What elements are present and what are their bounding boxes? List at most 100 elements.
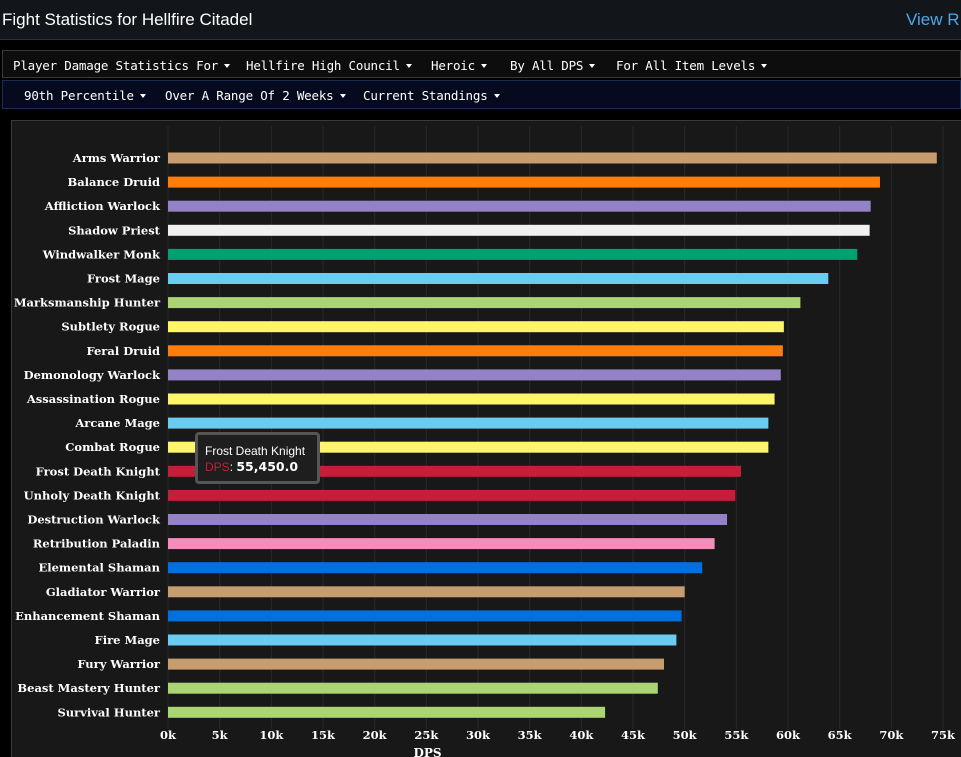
tooltip-row: DPS: 55,450.0 [205, 459, 299, 474]
x-tick-label: 45k [621, 728, 646, 742]
bar[interactable] [168, 634, 677, 646]
x-tick-label: 20k [363, 728, 388, 742]
filter-label: 90th Percentile [24, 88, 134, 103]
view-rankings-link[interactable]: View R [906, 10, 960, 29]
x-axis-title: DPS [413, 746, 441, 757]
caret-down-icon [480, 63, 487, 68]
x-tick-label: 60k [776, 728, 801, 742]
category-label: Enhancement Shaman [15, 609, 161, 623]
category-label: Frost Mage [87, 272, 160, 286]
bar[interactable] [168, 441, 769, 453]
x-tick-label: 15k [311, 728, 336, 742]
category-label: Frost Death Knight [36, 464, 161, 478]
bar[interactable] [168, 393, 775, 405]
caret-down-icon [761, 63, 768, 68]
category-labels: Arms Warrior Balance Druid Affliction Warl… [14, 151, 161, 719]
category-label: Gladiator Warrior [46, 585, 161, 599]
filter-encounter[interactable]: Hellfire High Council [246, 58, 412, 73]
bar[interactable] [168, 369, 781, 381]
bar[interactable] [168, 514, 728, 525]
bar[interactable] [168, 465, 741, 477]
caret-down-icon [139, 93, 146, 98]
page-title: Fight Statistics for Hellfire Citadel [2, 10, 253, 29]
x-tick-label: 10k [259, 728, 284, 742]
x-tick-label: 75k [931, 728, 956, 742]
bar[interactable] [168, 538, 715, 550]
category-label: Unholy Death Knight [24, 488, 161, 502]
category-label: Elemental Shaman [38, 561, 160, 575]
filter-dps-type[interactable]: By All DPS [510, 58, 596, 73]
bar[interactable] [168, 273, 829, 284]
category-label: Combat Rogue [65, 440, 160, 454]
filter-time-range[interactable]: Over A Range Of 2 Weeks [165, 88, 346, 103]
x-tick-label: 70k [879, 728, 904, 742]
chart-panel: Arms Warrior Balance Druid Affliction Warl… [11, 120, 961, 757]
x-tick-label: 55k [724, 728, 749, 742]
filter-label: Current Standings [363, 88, 488, 103]
bar[interactable] [168, 176, 880, 188]
bar[interactable] [168, 152, 937, 164]
x-tick-label: 65k [828, 728, 853, 742]
bars [168, 152, 937, 718]
category-label: Balance Druid [68, 175, 160, 189]
tooltip-value: 55,450.0 [236, 459, 299, 474]
filter-label: Over A Range Of 2 Weeks [165, 88, 334, 103]
category-label: Retribution Paladin [33, 537, 161, 551]
bar[interactable] [168, 489, 736, 501]
bar[interactable] [168, 562, 703, 574]
caret-down-icon [589, 63, 596, 68]
bar[interactable] [168, 586, 685, 598]
bar[interactable] [168, 200, 871, 212]
category-label: Feral Druid [86, 344, 160, 358]
caret-down-icon [339, 93, 346, 98]
tooltip-key: DPS [205, 460, 230, 474]
category-label: Subtlety Rogue [61, 320, 160, 334]
category-label: Marksmanship Hunter [14, 296, 161, 310]
bar[interactable] [168, 706, 606, 718]
filter-bar-secondary: 90th Percentile Over A Range Of 2 Weeks … [2, 80, 961, 109]
bar[interactable] [168, 224, 870, 236]
tooltip-title: Frost Death Knight [205, 444, 306, 458]
filter-item-level[interactable]: For All Item Levels [616, 58, 768, 73]
category-label: Arms Warrior [72, 151, 161, 165]
x-axis-ticks: 0k 5k 10k 15k 20k 25k 30k 35k 40k 45k 50k 55k 60k 65k… [160, 728, 956, 742]
caret-down-icon [224, 63, 231, 68]
filter-statistic-type[interactable]: Player Damage Statistics For [13, 58, 231, 73]
bar[interactable] [168, 682, 658, 694]
filter-bar-primary: Player Damage Statistics For Hellfire Hi… [2, 50, 961, 78]
bar-tooltip: Frost Death Knight DPS: 55,450.0 [195, 432, 320, 484]
category-label: Windwalker Monk [42, 247, 161, 261]
bar[interactable] [168, 658, 664, 670]
category-label: Fire Mage [95, 633, 160, 647]
category-label: Fury Warrior [77, 657, 161, 671]
bar[interactable] [168, 321, 784, 333]
category-label: Survival Hunter [57, 705, 160, 719]
category-label: Assassination Rogue [26, 392, 160, 406]
caret-down-icon [405, 63, 412, 68]
filter-standings[interactable]: Current Standings [363, 88, 500, 103]
filter-percentile[interactable]: 90th Percentile [24, 88, 146, 103]
category-label: Shadow Priest [68, 223, 161, 237]
bar[interactable] [168, 345, 783, 357]
bar[interactable] [168, 248, 858, 260]
x-tick-label: 25k [414, 728, 439, 742]
x-tick-label: 5k [212, 728, 229, 742]
x-tick-label: 0k [160, 728, 177, 742]
bar[interactable] [168, 610, 682, 622]
x-tick-label: 35k [518, 728, 543, 742]
category-label: Arcane Mage [74, 416, 160, 430]
filter-label: For All Item Levels [616, 58, 756, 73]
x-tick-label: 40k [569, 728, 594, 742]
filter-difficulty[interactable]: Heroic [431, 58, 487, 73]
filter-label: Hellfire High Council [246, 58, 400, 73]
bar[interactable] [168, 417, 769, 429]
filter-label: By All DPS [510, 58, 584, 73]
category-label: Beast Mastery Hunter [17, 681, 161, 695]
category-label: Destruction Warlock [27, 513, 161, 527]
dps-bar-chart: Arms Warrior Balance Druid Affliction Warl… [14, 126, 956, 757]
bar[interactable] [168, 297, 801, 309]
caret-down-icon [493, 93, 500, 98]
category-label: Demonology Warlock [24, 368, 161, 382]
x-tick-label: 50k [673, 728, 698, 742]
page-header: Fight Statistics for Hellfire Citadel Vi… [0, 0, 961, 40]
